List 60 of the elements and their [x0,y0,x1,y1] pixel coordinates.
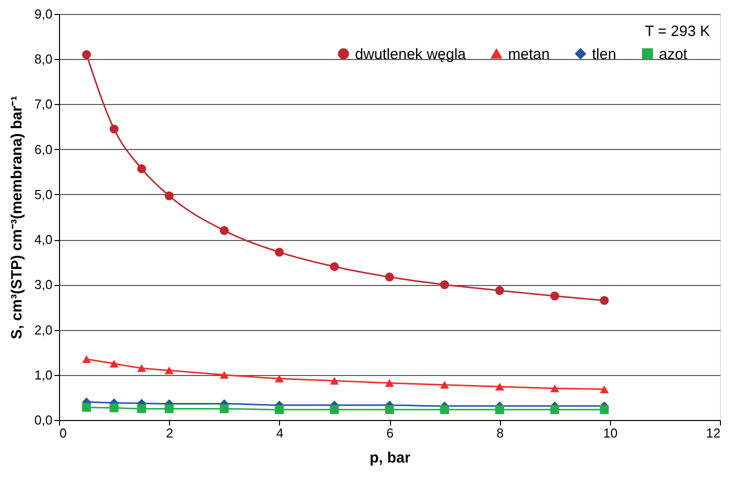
x-tick-label: 12 [706,426,720,440]
y-tick-label: 3,0 [34,277,52,292]
y-tick-label: 1,0 [34,367,52,382]
point [385,272,394,282]
point [137,364,146,372]
point [495,405,504,414]
x-tick-label: 8 [496,426,504,440]
point [550,405,560,414]
point [330,405,339,414]
point [110,124,119,134]
y-tick-label: 2,0 [34,322,52,338]
legend-label: tlen [592,46,616,63]
point [550,384,560,392]
point [385,405,394,414]
point [274,405,284,414]
x-tick-label: 2 [166,426,174,440]
point [330,376,339,385]
y-tick-label: 7,0 [34,96,52,112]
x-tick-label: 6 [386,426,394,440]
point [495,286,504,295]
point [330,262,339,272]
point [137,164,146,174]
point [82,50,92,60]
point [274,248,284,257]
legend-label: dwutlenek węgla [355,46,467,63]
point [137,404,146,414]
x-tick-label: 4 [276,426,284,440]
y-tick-label: 5,0 [34,186,52,202]
point [440,380,450,389]
y-axis-title: S, cm³(STP) cm⁻³(membrana) bar⁻¹ [8,96,26,340]
x-tick-label: 10 [603,426,618,440]
point [110,403,119,412]
point [220,404,229,414]
y-tick-label: 8,0 [34,52,52,67]
legend-label: azot [659,46,688,63]
point [385,379,394,387]
point [164,366,174,374]
point [440,405,450,414]
point [220,371,229,379]
point [495,382,504,390]
point [164,404,174,414]
x-axis-title: p, bar [370,450,411,466]
point [274,374,284,382]
point [600,296,609,305]
x-tick-label: 0 [60,426,67,440]
y-tick-label: 6,0 [34,142,52,157]
legend-label: metan [508,46,550,63]
y-tick-label: 4,0 [34,232,52,248]
y-tick-label: 0,0 [34,412,52,428]
point [110,360,119,368]
point [550,291,560,300]
annotation: T = 293 K [644,23,710,40]
point [600,405,609,414]
point [600,385,609,394]
point [220,226,229,235]
point [82,402,92,412]
point [82,355,92,363]
point [164,191,174,200]
y-tick-label: 9,0 [34,6,52,22]
point [440,280,450,290]
